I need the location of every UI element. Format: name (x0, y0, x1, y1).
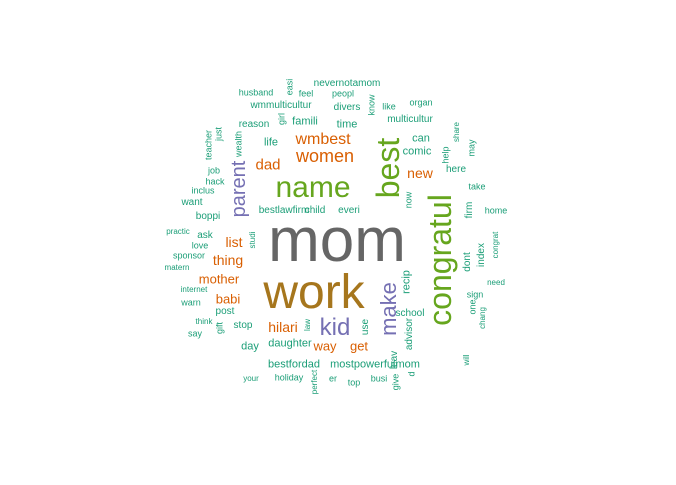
word-firm: firm (464, 201, 475, 219)
word-husband: husband (238, 87, 274, 98)
word-hilari: hilari (268, 319, 298, 335)
word-teacher: teacher (203, 129, 214, 161)
word-inclus: inclus (191, 185, 215, 196)
word-need: need (487, 278, 505, 287)
word-say: say (187, 328, 203, 339)
word-help: help (440, 146, 451, 164)
word-daughter: daughter (268, 337, 312, 350)
word-life: life (263, 136, 279, 149)
word-d: d (406, 371, 417, 377)
word-hack: hack (205, 176, 225, 187)
word-top: top (347, 377, 361, 388)
word-work: work (263, 266, 365, 319)
word-reason: reason (238, 119, 270, 130)
word-list: list (225, 234, 243, 250)
word-congratul: congratul (422, 194, 458, 326)
word-can: can (412, 132, 430, 145)
word-mother: mother (198, 271, 240, 287)
word-think: think (195, 317, 213, 326)
word-organ: organ (409, 97, 433, 108)
word-multicultur: multicultur (387, 114, 433, 125)
word-like: like (382, 101, 396, 112)
word-internet: internet (180, 285, 208, 294)
word-your: your (243, 374, 259, 383)
word-er: er (328, 373, 338, 384)
word-wealth: wealth (233, 130, 244, 158)
word-mom: mom (268, 206, 406, 275)
word-child: child (304, 205, 326, 216)
word-name: name (275, 171, 351, 204)
word-busi: busi (370, 373, 388, 384)
word-easi: easi (284, 78, 295, 96)
word-will: will (462, 354, 471, 366)
word-home: home (484, 205, 508, 216)
word-use: use (360, 318, 371, 336)
word-share: share (452, 121, 461, 143)
word-mostpowerfulmom: mostpowerfulmom (330, 358, 420, 371)
word-time: time (336, 118, 358, 131)
word-practic: practic (166, 227, 190, 236)
word-wmmulticultur: wmmulticultur (250, 100, 312, 111)
word-post: post (215, 306, 235, 317)
word-law: law (303, 318, 312, 332)
word-comic: comic (402, 145, 432, 158)
word-perfect: perfect (310, 369, 319, 395)
word-may: may (466, 139, 477, 157)
word-dad: dad (255, 156, 281, 174)
word-everi: everi (338, 205, 360, 216)
word-wmbest: wmbest (295, 131, 351, 148)
word-famili: famili (292, 115, 318, 128)
word-babi: babi (215, 291, 241, 307)
word-nevernotamom: nevernotamom (313, 78, 381, 89)
word-new: new (407, 165, 433, 181)
word-just: just (213, 126, 224, 142)
word-here: here (445, 164, 467, 175)
word-love: love (191, 240, 209, 251)
word-now: now (403, 191, 414, 209)
word-give: give (390, 373, 401, 391)
word-parent: parent (228, 160, 250, 218)
word-sign: sign (466, 289, 484, 300)
word-day: day (241, 340, 259, 353)
word-thing: thing (212, 252, 244, 268)
word-matern: matern (164, 263, 190, 272)
word-sponsor: sponsor (172, 250, 206, 261)
word-stop: stop (233, 320, 253, 331)
word-way: way (313, 338, 337, 354)
word-know: know (366, 94, 377, 116)
word-warn: warn (181, 297, 201, 308)
word-ask: ask (197, 230, 213, 241)
word-dont: dont (462, 252, 473, 272)
word-divers: divers (333, 102, 361, 113)
word-girl: girl (276, 112, 287, 126)
word-women: women (295, 146, 355, 166)
word-recip: recip (400, 270, 413, 294)
word-bestlawfirm: bestlawfirm (258, 205, 310, 216)
word-studi: studi (248, 231, 257, 249)
word-take: take (468, 181, 486, 192)
word-feel: feel (298, 88, 314, 99)
word-chang: chang (478, 307, 487, 329)
word-kid: kid (319, 314, 351, 341)
word-want: want (181, 197, 203, 208)
word-leav: leav (389, 350, 400, 370)
word-holiday: holiday (274, 372, 304, 383)
word-best: best (370, 137, 406, 199)
word-congrat: congrat (491, 231, 500, 259)
word-peopl: peopl (331, 88, 355, 99)
word-one: one (467, 299, 478, 315)
word-gift: gift (214, 321, 225, 335)
word-index: index (476, 243, 487, 267)
word-get: get (349, 338, 369, 354)
word-school: school (395, 308, 425, 319)
word-job: job (207, 165, 221, 176)
word-bestfordad: bestfordad (268, 358, 320, 371)
word-boppi: boppi (195, 211, 221, 222)
word-advisor: advisor (404, 317, 415, 351)
